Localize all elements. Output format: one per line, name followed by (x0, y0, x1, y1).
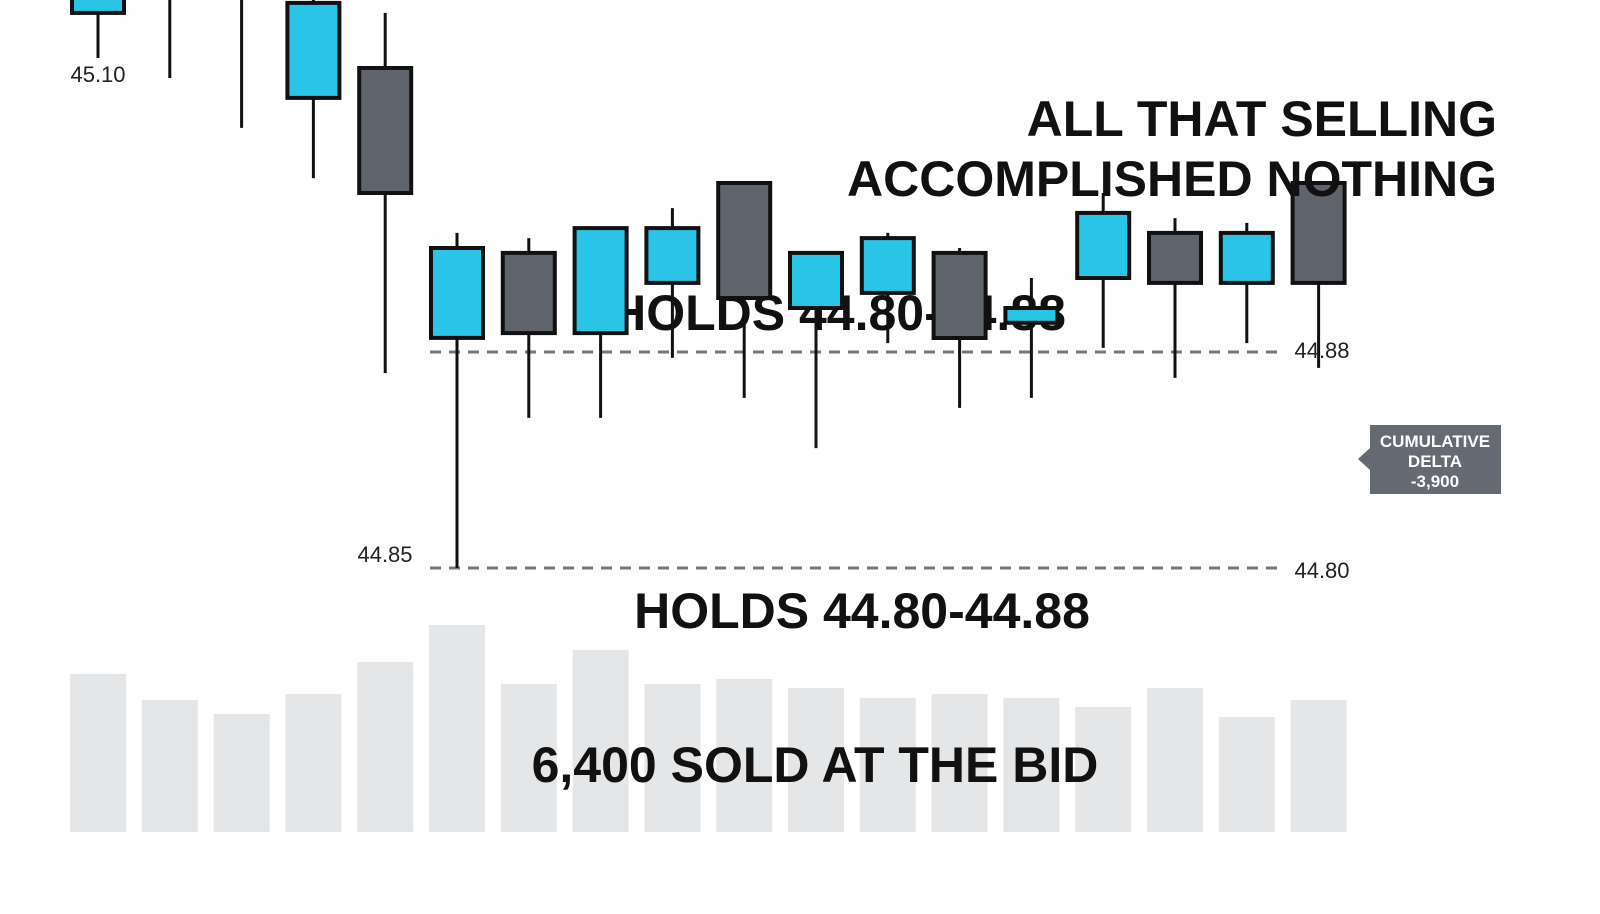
cumulative-delta-badge: CUMULATIVE DELTA -3,900 (1358, 425, 1501, 494)
volume-bar-8 (572, 650, 629, 832)
candle-body-10 (716, 181, 773, 300)
headline-line-2: ACCOMPLISHED NOTHING (847, 151, 1497, 207)
range-label-bottom: HOLDS 44.80-44.88 (634, 583, 1090, 639)
candle-11 (788, 250, 844, 449)
price-label-44-85: 44.85 (357, 542, 412, 567)
volume-bar-18 (1290, 700, 1347, 832)
candle-body-5 (357, 66, 414, 195)
candle-body-15 (1075, 210, 1132, 280)
candle-18 (1290, 181, 1347, 368)
candle-body-9 (644, 226, 701, 285)
badge-line-1: CUMULATIVE (1380, 432, 1490, 451)
volume-bar-17 (1218, 717, 1275, 832)
volume-bar-14 (1003, 698, 1060, 832)
volume-bar-2 (141, 700, 198, 832)
candle-body-11 (788, 250, 844, 310)
volume-bar-15 (1075, 707, 1132, 832)
candle-12 (859, 232, 916, 344)
headline: ALL THAT SELLING ACCOMPLISHED NOTHING (847, 91, 1497, 207)
candle-body-8 (572, 226, 629, 336)
candle-10 (716, 181, 773, 398)
volume-bar-16 (1147, 688, 1203, 832)
range-lines (430, 350, 1285, 570)
badge-line-3: -3,900 (1411, 472, 1459, 491)
volume-bar-6 (429, 625, 485, 832)
volume-bar-5 (357, 662, 414, 832)
volume-bar-12 (859, 698, 916, 832)
candle-3 (240, 0, 244, 128)
price-label-44-88: 44.88 (1294, 338, 1349, 363)
candle-body-1 (70, 0, 126, 15)
volume-bar-3 (213, 714, 270, 832)
candle-body-18 (1290, 181, 1347, 285)
badge-shape (1358, 425, 1501, 494)
headline-line-1: ALL THAT SELLING (1027, 91, 1497, 147)
volume-bar-10 (716, 679, 773, 832)
candle-5 (357, 12, 414, 374)
volume-bar-4 (285, 694, 342, 832)
volume-bar-1 (70, 674, 126, 832)
candle-2 (168, 0, 172, 78)
candle-body-6 (429, 246, 485, 340)
price-label-45-10: 45.10 (70, 62, 125, 87)
candle-6 (429, 232, 485, 568)
volume-bar-13 (931, 694, 988, 832)
candle-9 (644, 208, 701, 358)
price-labels: 45.10 44.85 44.88 44.80 (70, 62, 1349, 583)
price-label-44-80: 44.80 (1294, 558, 1349, 583)
badge-line-2: DELTA (1408, 452, 1462, 471)
candle-17 (1218, 222, 1275, 344)
candle-4 (285, 0, 342, 179)
candle-body-7 (500, 250, 557, 336)
candle-7 (500, 238, 557, 418)
candle-16 (1147, 218, 1203, 378)
candle-body-14 (1003, 306, 1060, 325)
candle-13 (931, 248, 988, 408)
candle-body-17 (1218, 230, 1275, 285)
candle-14 (1003, 278, 1060, 398)
candle-1 (70, 0, 126, 58)
candle-15 (1075, 193, 1132, 348)
candle-body-16 (1147, 230, 1203, 285)
volume-bars (70, 625, 1347, 832)
candle-body-12 (859, 236, 916, 295)
volume-bar-11 (788, 688, 844, 832)
volume-bar-7 (500, 684, 557, 832)
volume-bar-9 (644, 684, 701, 832)
candle-body-4 (285, 0, 342, 100)
candle-8 (572, 226, 629, 418)
volume-caption: 6,400 SOLD AT THE BID (532, 737, 1099, 793)
candle-body-13 (931, 250, 988, 340)
candles (70, 0, 1347, 568)
